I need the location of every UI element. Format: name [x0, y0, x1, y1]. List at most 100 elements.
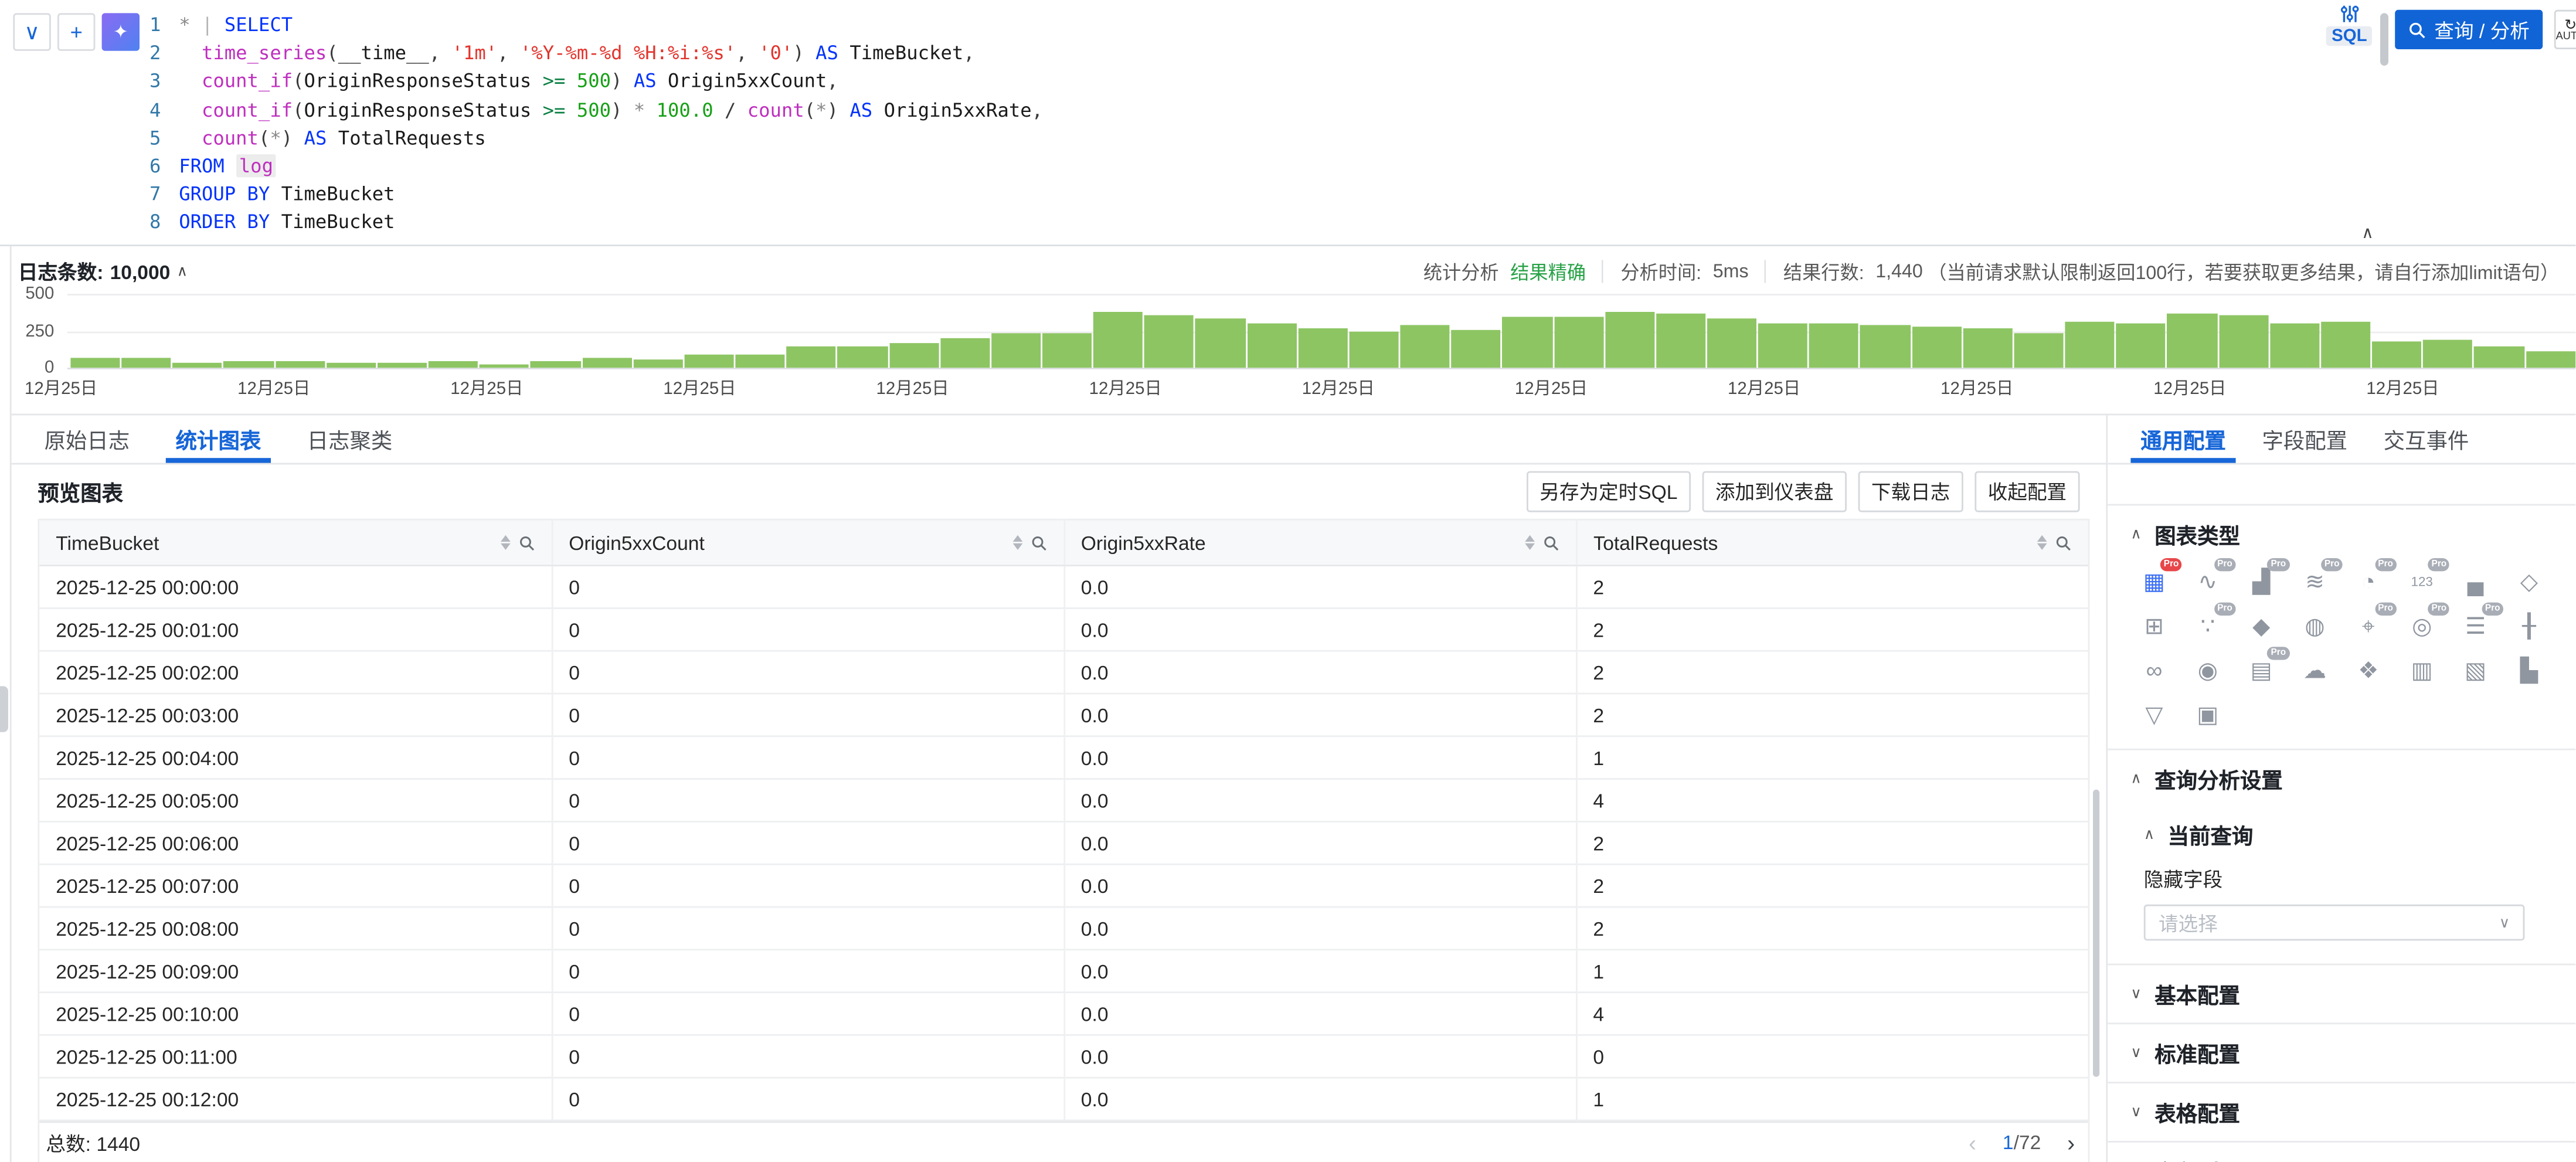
column-search-icon[interactable] [1542, 534, 1559, 551]
editor-scrollbar[interactable] [2380, 13, 2388, 66]
tab-general-config[interactable]: 通用配置 [2130, 415, 2236, 463]
field-column-settings-section-header[interactable]: ∨字段列设置 [2108, 1143, 2575, 1162]
histogram-bar [582, 357, 632, 368]
page-prev-icon[interactable]: ‹ [1968, 1129, 1977, 1156]
pie-chart-icon[interactable]: ◔ Pro [2350, 558, 2397, 596]
add-query-button[interactable]: + [57, 13, 96, 51]
code-token [179, 70, 202, 93]
histogram-bar [275, 362, 325, 368]
code-token: >= [531, 69, 577, 93]
histogram-chart[interactable]: 500 250 0 [12, 284, 2576, 378]
editor-collapse-button[interactable]: ∨ [13, 13, 51, 51]
sort-icon[interactable] [1012, 535, 1022, 550]
main-content: 原始日志 统计图表 日志聚类 预览图表 另存为定时SQL 添加到仪表盘 下载日志 收起配置… [11, 415, 2576, 1162]
preview-buttons: 另存为定时SQL 添加到仪表盘 下载日志 收起配置 [1526, 471, 2080, 512]
log-histogram-section: 日志条数: 10,000 ∧ 统计分析 结果精确 │ 分析时间: 5ms │ 结… [11, 246, 2576, 416]
auto-refresh-button[interactable]: ↻ AUTO [2554, 9, 2576, 49]
download-logs-button[interactable]: 下载日志 [1858, 471, 1963, 512]
tab-interaction-events[interactable]: 交互事件 [2383, 428, 2469, 453]
gauge-chart-icon[interactable]: ◎ Pro [2404, 602, 2450, 640]
treemap-chart-icon[interactable]: ▧ [2458, 655, 2494, 684]
heatmap-chart-icon[interactable]: ▣ [2190, 699, 2226, 729]
glyph: 123 [2411, 573, 2433, 589]
distribution-chart-icon[interactable]: ▙ [2511, 655, 2547, 684]
histogram-bar [1963, 328, 2013, 368]
radar-chart-icon[interactable]: ◇ [2511, 566, 2547, 596]
funnel-chart-icon[interactable]: ▽ [2136, 699, 2173, 729]
table-row: 2025-12-25 00:12:00 0 0.0 1 [39, 1078, 2088, 1122]
histogram-bars[interactable] [70, 294, 2575, 368]
tab-raw-logs[interactable]: 原始日志 [44, 428, 130, 453]
tab-log-clustering[interactable]: 日志聚类 [307, 428, 393, 453]
separator: │ [1597, 261, 1609, 282]
query-analyze-button[interactable]: 查询 / 分析 [2395, 9, 2543, 49]
chart-type-section-header[interactable]: ∧ 图表类型 [2108, 505, 2575, 563]
save-as-scheduled-sql-button[interactable]: 另存为定时SQL [1526, 471, 1691, 512]
glyph: ◉ [2197, 655, 2218, 682]
pro-badge: Pro [2214, 602, 2236, 616]
code-token: SELECT [224, 13, 293, 36]
glyph: ▙ [2520, 655, 2538, 682]
column-search-icon[interactable] [1030, 534, 1046, 551]
current-query-header[interactable]: ∧ 当前查询 [2144, 808, 2553, 862]
location-map-icon[interactable]: ⌖ Pro [2350, 602, 2397, 640]
single-value-chart-icon[interactable]: 123 Pro [2404, 558, 2450, 596]
basic-config-section-header[interactable]: ∨ 基本配置 [2108, 965, 2575, 1022]
code-line: 2 time_series(__time__, '1m', '%Y-%m-%d … [138, 40, 1043, 68]
query-settings-header[interactable]: ∧ 查询分析设置 [2108, 750, 2575, 808]
table-scrollbar[interactable] [2093, 789, 2100, 1077]
cross-table-icon[interactable]: ⊞ [2136, 611, 2173, 640]
code-lines[interactable]: 1 * | SELECT 2 time_series(__time__, '1m',… [138, 12, 1043, 237]
candlestick-chart-icon[interactable]: ╂ [2511, 611, 2547, 640]
sort-icon[interactable] [499, 535, 510, 550]
log-count: 日志条数: 10,000 ∧ [18, 258, 188, 286]
ai-assistant-button[interactable]: ✦ [101, 13, 140, 51]
page-next-icon[interactable]: › [2067, 1129, 2075, 1156]
sort-icon[interactable] [1524, 535, 1534, 550]
column-compare-icon[interactable]: ▥ [2404, 655, 2440, 684]
timeline-chart-icon[interactable]: ☰ Pro [2458, 602, 2504, 640]
table-cell: 0.0 [1063, 736, 1576, 780]
tab-field-config[interactable]: 字段配置 [2262, 428, 2348, 453]
progress-bar-chart-icon[interactable]: ▤ Pro [2243, 647, 2289, 684]
hidden-fields-select[interactable]: 请选择 ∨ [2143, 904, 2525, 941]
field-column-settings-section: ∨字段列设置 [2108, 1141, 2576, 1162]
add-to-dashboard-button[interactable]: 添加到仪表盘 [1702, 471, 1847, 512]
collapse-config-button[interactable]: 收起配置 [1975, 471, 2080, 512]
histogram-bar [2269, 323, 2320, 368]
bar-chart-icon[interactable]: ▟ Pro [2243, 558, 2289, 596]
relation-tree-icon[interactable]: ❖ [2350, 655, 2387, 684]
column-search-icon[interactable] [518, 534, 534, 551]
histogram-bar [1656, 312, 1706, 368]
sql-editor[interactable]: ∨ + ✦ 1 * | SELECT 2 time_series(__time__,… [0, 0, 2395, 244]
histogram-bar [224, 362, 274, 368]
column-search-icon[interactable] [2055, 534, 2072, 551]
china-map-icon[interactable]: ◆ [2243, 611, 2279, 640]
tab-statistics-chart[interactable]: 统计图表 [165, 415, 271, 463]
table-cell: 0.0 [1063, 651, 1576, 695]
sql-mode-toggle[interactable]: SQL [2326, 4, 2372, 46]
world-map-icon[interactable]: ◍ [2297, 611, 2333, 640]
flow-chart-icon[interactable]: ≋ Pro [2297, 558, 2343, 596]
table-cell: 1 [1575, 949, 2088, 993]
word-cloud-icon[interactable]: ☁ [2297, 655, 2333, 684]
table-chart-icon[interactable]: ▦ Pro [2136, 558, 2183, 596]
line-number: 5 [149, 126, 161, 150]
histogram-bar [1042, 333, 1092, 368]
sidebar-drag-handle[interactable] [0, 686, 8, 732]
trajectory-map-icon[interactable]: ◉ [2190, 655, 2226, 684]
editor-panel-collapse-icon[interactable]: ∧ [2361, 225, 2374, 243]
topology-graph-icon[interactable]: ∞ [2136, 655, 2173, 684]
pro-badge: Pro [2267, 647, 2289, 660]
histogram-chart-icon[interactable]: ▄ [2458, 566, 2494, 596]
sort-icon[interactable] [2037, 535, 2047, 550]
standard-config-section-header[interactable]: ∨ 标准配置 [2108, 1024, 2575, 1082]
code-line: 6 FROM log [138, 152, 1043, 181]
collapse-histogram-icon[interactable]: ∧ [176, 263, 188, 279]
table-cell: 0.0 [1063, 907, 1576, 951]
line-chart-icon[interactable]: ∿ Pro [2190, 558, 2236, 596]
histogram-bar [172, 362, 223, 368]
table-config-section-header[interactable]: ∨ 表格配置 [2108, 1083, 2575, 1141]
code-token: count_if [202, 97, 293, 121]
scatter-chart-icon[interactable]: ∵ Pro [2190, 602, 2236, 640]
